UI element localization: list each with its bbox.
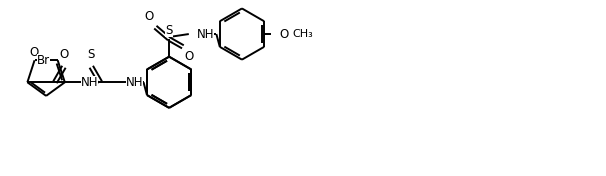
Text: CH₃: CH₃ <box>293 29 313 39</box>
Text: S: S <box>165 24 173 37</box>
Text: NH: NH <box>197 28 214 40</box>
Text: O: O <box>144 10 153 23</box>
Text: Br: Br <box>37 54 50 67</box>
Text: S: S <box>88 48 95 61</box>
Text: O: O <box>59 48 68 61</box>
Text: NH: NH <box>126 76 144 89</box>
Text: O: O <box>29 46 38 59</box>
Text: O: O <box>279 28 288 40</box>
Text: NH: NH <box>81 76 98 89</box>
Text: O: O <box>185 50 194 63</box>
